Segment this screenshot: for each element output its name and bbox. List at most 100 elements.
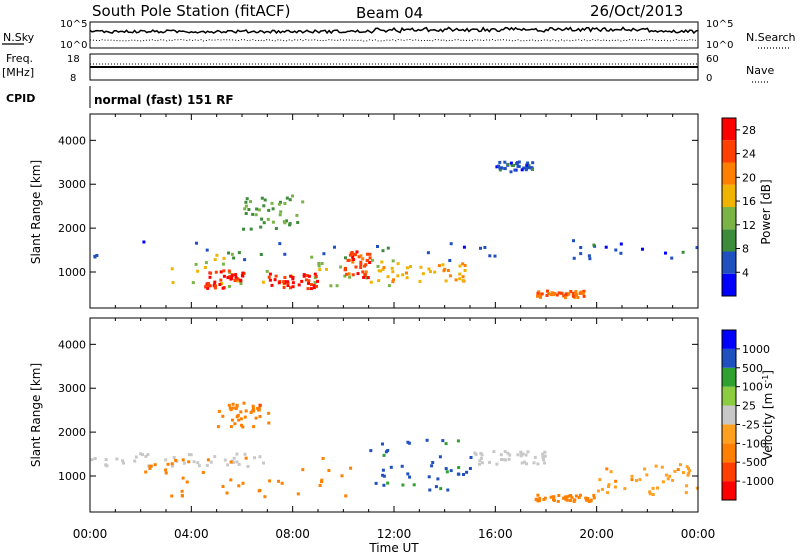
power-region-2: [204, 269, 245, 290]
station-title: South Pole Station (fitACF): [92, 2, 290, 20]
power-ytick-label: 2000: [58, 222, 86, 235]
vel-cell: [492, 450, 496, 454]
vel-cell: [344, 494, 348, 498]
vel-cell: [301, 468, 305, 472]
vel-cell: [164, 471, 168, 475]
vel-cell: [381, 442, 384, 446]
velocity-colorbar-swatch: [722, 443, 736, 463]
vel-cell: [425, 438, 429, 442]
nsearch-label: N.Search: [746, 31, 796, 44]
time-tick-label: 08:00: [275, 527, 310, 541]
power-cell: [575, 293, 579, 297]
velocity-colorbar-tick-label: 25: [742, 400, 756, 413]
vel-cell: [524, 453, 528, 457]
power-cell: [348, 253, 352, 257]
velocity-colorbar-label: Velocity [m s-1]: [761, 370, 776, 460]
power-cell: [604, 245, 608, 249]
power-cell: [305, 274, 309, 277]
power-colorbar-label: Power [dB]: [759, 179, 773, 244]
vel-cell: [104, 458, 108, 462]
vel-cell: [445, 470, 449, 474]
power-colorbar-tick-label: 16: [742, 195, 756, 208]
power-cell: [531, 167, 534, 171]
power-cell: [387, 284, 391, 288]
power-cell: [348, 275, 352, 279]
vel-cell: [444, 442, 448, 446]
power-cell: [318, 268, 322, 272]
power-cell: [579, 246, 583, 249]
vel-region-2: [216, 401, 271, 429]
power-colorbar-frame: [721, 117, 737, 297]
power-cell: [353, 253, 357, 256]
vel-cell: [258, 403, 262, 407]
vel-cell: [164, 458, 168, 462]
power-cell: [278, 213, 282, 217]
vel-cell: [174, 458, 178, 462]
vel-cell: [682, 471, 685, 475]
vel-cell: [552, 495, 556, 499]
vel-cell: [267, 421, 271, 425]
power-cell: [285, 196, 289, 200]
vel-cell: [187, 453, 191, 457]
vel-cell: [592, 493, 596, 497]
power-cell: [219, 270, 223, 274]
power-cell: [209, 271, 213, 275]
power-cell: [670, 256, 674, 260]
power-cell: [307, 281, 310, 285]
power-cell: [488, 254, 492, 258]
power-colorbar-tick-label: 24: [742, 148, 756, 161]
power-cell: [300, 279, 304, 283]
power-cell: [567, 292, 571, 296]
noise-tick-left-bottom: 10^0: [60, 40, 87, 51]
time-axis-label: Time UT: [368, 541, 419, 554]
power-cell: [191, 281, 195, 285]
vel-cell: [568, 499, 572, 502]
vel-cell: [532, 461, 536, 465]
power-cell: [516, 164, 520, 168]
power-cell: [228, 284, 231, 288]
power-cell: [220, 282, 224, 285]
power-cell: [386, 275, 390, 279]
power-cell: [565, 293, 569, 297]
vel-cell: [600, 487, 604, 491]
vel-cell: [567, 494, 571, 498]
vel-cell: [144, 454, 148, 458]
vel-cell: [457, 472, 461, 476]
vel-cell: [520, 461, 524, 465]
vel-cell: [412, 483, 416, 487]
vel-cell: [148, 466, 152, 470]
velocity-colorbar: -1000 -500 -100 -25 25 100 500 1000: [721, 329, 774, 501]
vel-cell: [695, 486, 699, 490]
power-cell: [291, 194, 294, 198]
power-cell: [365, 276, 368, 280]
power-cell: [396, 262, 400, 266]
power-cell: [304, 278, 308, 282]
power-cell: [344, 256, 347, 260]
power-cell: [228, 275, 232, 279]
vel-cell: [473, 451, 477, 455]
power-cell: [366, 276, 370, 280]
vel-cell: [479, 456, 483, 460]
vel-cell: [446, 488, 450, 492]
power-cell: [537, 290, 541, 294]
power-cell: [357, 255, 361, 259]
power-cell: [427, 267, 431, 271]
power-cell: [239, 278, 243, 282]
vel-cell: [536, 499, 540, 503]
velocity-colorbar-swatch: [722, 424, 736, 444]
power-cell: [291, 276, 295, 279]
power-cell: [381, 249, 385, 253]
power-cell: [322, 252, 326, 256]
power-cell: [268, 278, 272, 282]
vel-cell: [668, 474, 672, 478]
power-cell: [214, 284, 217, 288]
power-cell: [359, 254, 363, 258]
power-cell: [204, 261, 208, 265]
vel-cell: [153, 463, 157, 467]
freq-label: Freq.: [6, 52, 33, 65]
power-cell: [218, 283, 222, 286]
power-cell: [463, 269, 467, 272]
power-cell: [93, 255, 97, 259]
power-cell: [229, 277, 233, 281]
power-cell: [282, 280, 286, 284]
